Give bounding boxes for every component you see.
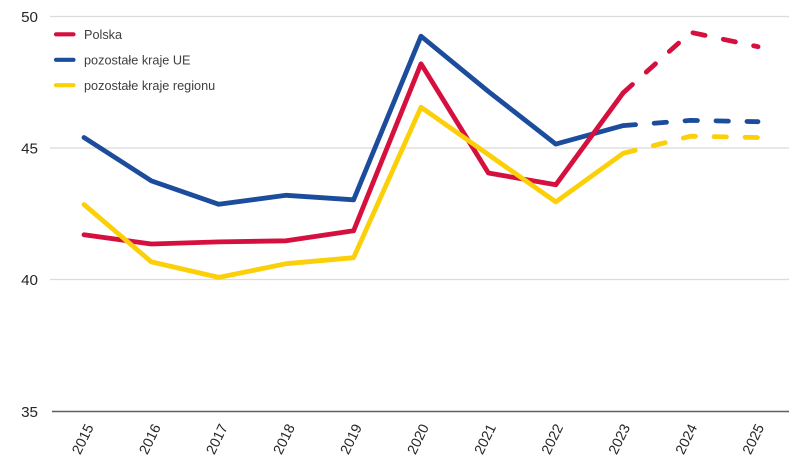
svg-text:45: 45 [21, 141, 38, 158]
svg-text:40: 40 [21, 272, 38, 289]
svg-text:Polska: Polska [84, 28, 123, 42]
svg-text:pozostałe kraje UE: pozostałe kraje UE [84, 54, 191, 68]
svg-text:50: 50 [21, 9, 38, 26]
svg-text:35: 35 [21, 404, 38, 421]
svg-text:pozostałe kraje regionu: pozostałe kraje regionu [84, 79, 215, 93]
